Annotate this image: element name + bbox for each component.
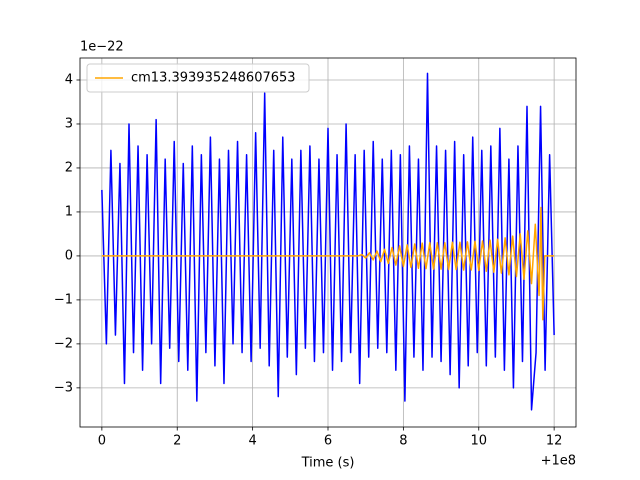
- x-tick-label: 6: [324, 434, 332, 449]
- y-tick-label: 4: [65, 72, 73, 87]
- y-tick-label: −2: [54, 336, 73, 351]
- y-tick-label: 2: [65, 160, 73, 175]
- series-line: [101, 72, 555, 411]
- x-tick-label: 12: [546, 434, 563, 449]
- x-tick-label: 2: [173, 434, 181, 449]
- x-tick-label: 4: [248, 434, 256, 449]
- y-tick-label: 1: [65, 204, 73, 219]
- x-offset-text: +1e8: [541, 454, 576, 469]
- y-tick-label: 3: [65, 116, 73, 131]
- y-tick-label: −3: [54, 380, 73, 395]
- y-tick-label: 0: [65, 248, 73, 263]
- x-tick-label: 10: [470, 434, 487, 449]
- y-offset-text: 1e−22: [80, 40, 124, 55]
- legend: cm13.393935248607653: [86, 63, 310, 93]
- plot-area: [101, 72, 555, 411]
- legend-label: cm13.393935248607653: [131, 71, 296, 86]
- x-axis-label: Time (s): [301, 456, 355, 471]
- x-tick-label: 0: [98, 434, 106, 449]
- y-tick-label: −1: [54, 292, 73, 307]
- legend-box: [86, 63, 310, 93]
- series-line: [101, 206, 555, 321]
- x-tick-label: 8: [399, 434, 407, 449]
